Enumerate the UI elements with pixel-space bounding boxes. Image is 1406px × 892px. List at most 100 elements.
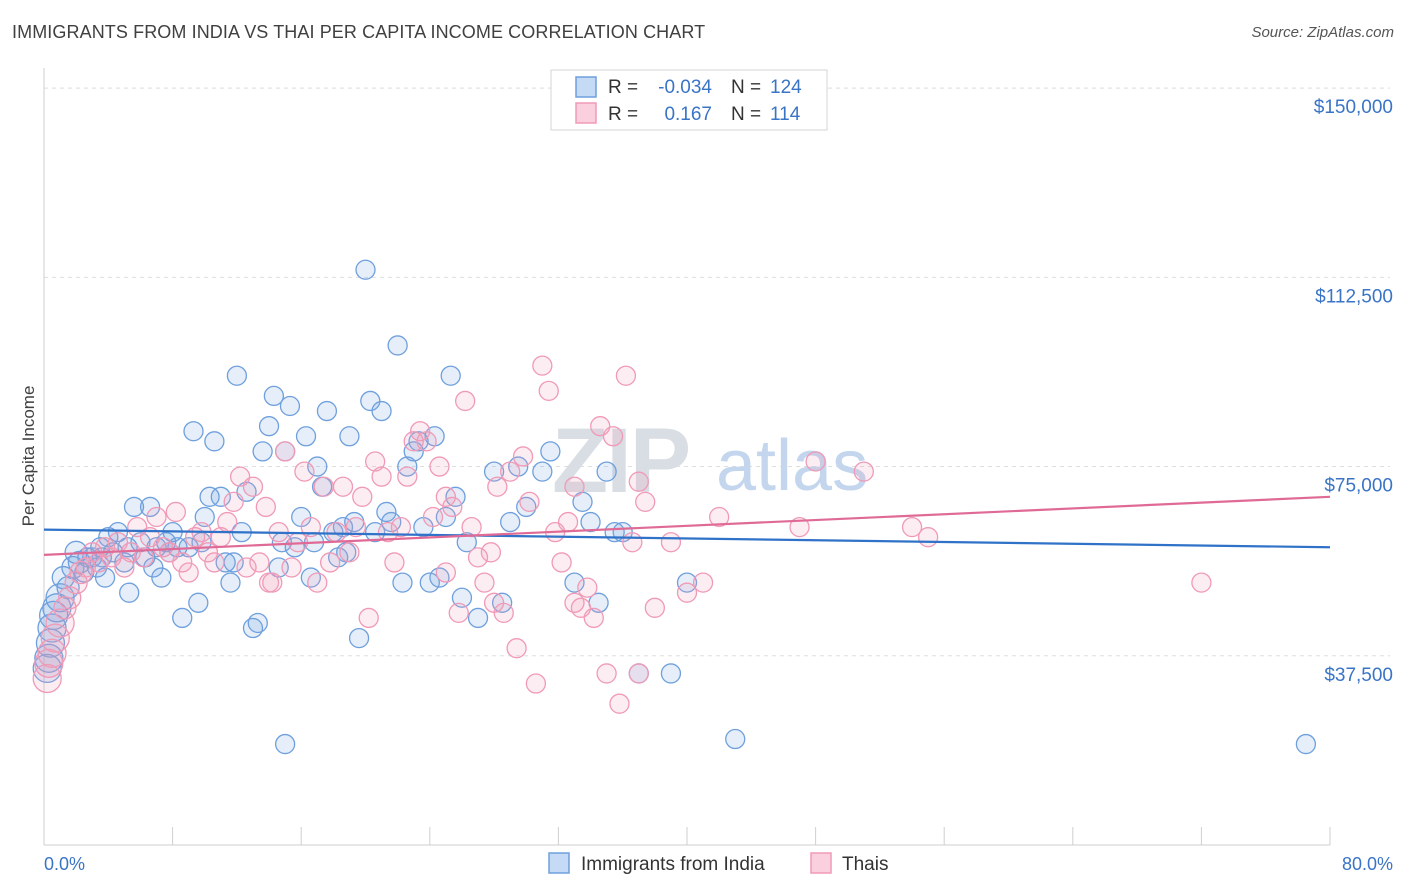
data-point xyxy=(435,562,457,583)
data-point xyxy=(429,456,450,477)
axes xyxy=(43,68,1331,846)
data-point xyxy=(172,607,193,629)
trend-lines xyxy=(43,495,1331,556)
data-point xyxy=(564,476,585,497)
data-point xyxy=(295,426,317,447)
data-point xyxy=(467,547,489,568)
data-point xyxy=(32,663,62,694)
data-point xyxy=(263,385,285,407)
data-point xyxy=(307,572,328,593)
chart-source: Source: ZipAtlas.com xyxy=(1251,24,1394,41)
data-point xyxy=(853,461,874,482)
data-point xyxy=(281,557,302,578)
data-point xyxy=(217,511,238,533)
data-point xyxy=(165,501,186,523)
data-point xyxy=(358,607,379,629)
legend-swatch-india xyxy=(575,76,597,98)
data-point xyxy=(352,486,373,507)
data-point xyxy=(628,471,649,492)
data-point xyxy=(360,390,381,412)
data-point xyxy=(183,421,204,442)
data-point xyxy=(422,506,444,528)
data-point xyxy=(805,451,826,472)
data-point xyxy=(525,673,547,694)
data-point xyxy=(660,532,682,553)
data-point xyxy=(220,572,241,593)
data-point xyxy=(215,552,236,573)
data-point xyxy=(448,602,469,624)
bottom-legend-swatch-india xyxy=(548,852,570,874)
data-point xyxy=(199,486,220,507)
watermark-zip: ZIP xyxy=(552,410,689,512)
data-point xyxy=(451,587,473,608)
data-point xyxy=(410,421,431,442)
data-point xyxy=(226,365,248,386)
data-point xyxy=(42,593,72,623)
data-point xyxy=(188,592,209,613)
data-point xyxy=(384,552,405,573)
x-tick-label-max: 80.0% xyxy=(1342,854,1393,874)
data-point xyxy=(223,491,244,513)
data-point xyxy=(258,572,280,593)
data-point xyxy=(45,608,75,638)
data-point xyxy=(500,461,521,482)
data-point xyxy=(483,461,505,482)
data-point xyxy=(274,441,296,462)
data-point xyxy=(408,431,429,452)
data-point xyxy=(236,557,257,578)
data-point xyxy=(376,501,397,523)
legend-box: R = -0.034 N = 124 R = 0.167 N = 114 xyxy=(550,69,828,131)
bottom-legend: Immigrants from India Thais xyxy=(548,852,888,875)
data-point xyxy=(596,663,617,684)
bottom-legend-label-thais: Thais xyxy=(842,854,888,875)
data-point xyxy=(332,476,354,497)
data-point xyxy=(300,516,321,538)
watermark-atlas: atlas xyxy=(716,426,868,506)
legend-n-value-2: 114 xyxy=(770,104,801,125)
data-point xyxy=(151,567,172,588)
data-point xyxy=(474,572,495,593)
data-point xyxy=(1295,733,1317,755)
data-point xyxy=(252,441,273,462)
data-point xyxy=(178,562,199,583)
data-point xyxy=(442,496,463,518)
legend-n-label-1: N = xyxy=(731,77,761,98)
legend-r-value-2: 0.167 xyxy=(664,104,712,125)
data-point xyxy=(467,607,489,629)
data-point xyxy=(247,612,268,634)
data-point xyxy=(564,572,585,593)
data-point xyxy=(371,466,392,487)
data-point xyxy=(416,431,437,452)
grid-lines xyxy=(44,87,1390,657)
data-point xyxy=(435,486,457,507)
data-point xyxy=(274,733,296,755)
data-point xyxy=(319,552,341,573)
y-tick-label: $75,000 xyxy=(1324,476,1393,497)
data-point xyxy=(580,511,601,533)
data-point xyxy=(551,552,572,573)
data-point xyxy=(557,511,579,533)
data-point xyxy=(307,456,328,477)
data-point xyxy=(172,552,193,573)
bottom-legend-label-india: Immigrants from India xyxy=(581,854,765,875)
data-point xyxy=(635,491,656,513)
data-point xyxy=(692,572,714,593)
y-tick-labels: $37,500 $75,000 $112,500 $150,000 xyxy=(1314,97,1393,686)
data-point xyxy=(58,586,82,610)
data-point xyxy=(596,461,617,482)
data-point xyxy=(583,607,604,629)
data-point xyxy=(660,663,682,684)
data-point xyxy=(34,648,64,678)
data-point xyxy=(917,527,939,548)
data-point xyxy=(455,390,476,412)
data-point xyxy=(622,532,643,553)
data-point xyxy=(114,557,135,578)
data-point xyxy=(397,466,418,487)
data-point xyxy=(279,395,301,417)
data-point xyxy=(480,542,502,563)
data-point xyxy=(901,516,923,538)
legend-r-label-2: R = xyxy=(608,104,638,125)
data-point xyxy=(577,577,598,598)
legend-swatch-thais xyxy=(575,102,597,124)
y-tick-label: $150,000 xyxy=(1314,97,1393,118)
